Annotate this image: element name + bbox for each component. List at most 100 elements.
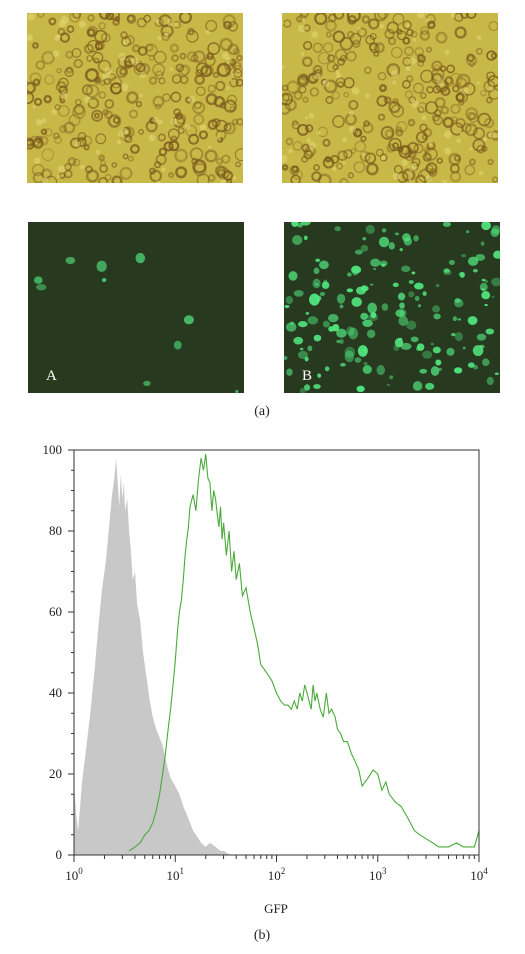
cell [292, 169, 303, 180]
cell [148, 167, 157, 175]
cell [388, 100, 401, 114]
cell [72, 13, 82, 19]
cell-highlight [301, 18, 306, 23]
cell [343, 149, 353, 159]
cell [221, 154, 231, 164]
cell [357, 27, 368, 38]
cell [98, 22, 106, 30]
cell [236, 118, 243, 126]
cell [291, 165, 299, 173]
fluorescent-cell [435, 284, 440, 288]
cell [27, 137, 35, 147]
cell [336, 162, 344, 170]
cell [364, 66, 372, 74]
cell [416, 102, 428, 113]
fluorescent-cell [381, 228, 387, 233]
cell-highlight [342, 137, 348, 143]
cell [365, 35, 375, 45]
cell [339, 36, 354, 51]
cell [234, 64, 243, 74]
cell [428, 168, 438, 177]
fluorescent-cell [309, 293, 320, 306]
cell [374, 13, 387, 22]
fluorescent-cell [399, 309, 407, 318]
cell [407, 118, 416, 127]
cell [205, 19, 218, 32]
cell [135, 62, 146, 73]
cell [333, 13, 345, 20]
cell-highlight [424, 18, 430, 23]
cell [187, 27, 195, 36]
fluorescent-cell [430, 342, 434, 346]
cell-highlight [33, 157, 41, 165]
cell-highlight [436, 78, 445, 86]
fluorescent-cell [491, 225, 500, 235]
cell [155, 103, 161, 110]
cell [346, 13, 361, 23]
cell [297, 73, 309, 85]
cell [379, 153, 388, 162]
cell [282, 93, 290, 102]
fluorescent-cell [300, 222, 311, 226]
fluorescent-cell [398, 315, 409, 327]
cell [95, 133, 107, 145]
cell [186, 30, 199, 43]
fluorescent-cell [285, 322, 297, 332]
cell-highlight [442, 179, 448, 183]
cell [293, 90, 303, 100]
cell-highlight [425, 175, 432, 182]
cell [425, 162, 438, 174]
cell [138, 129, 144, 135]
fluorescent-cell [339, 304, 344, 309]
fluorescent-cell [370, 258, 381, 267]
cell [364, 152, 377, 164]
cell [115, 65, 128, 78]
cell [235, 78, 243, 87]
cell [289, 165, 300, 176]
fluorescent-cell [413, 282, 424, 290]
fluorescent-cell [299, 388, 306, 393]
cell [475, 47, 483, 55]
fluorescent-cell [461, 254, 467, 258]
fluorescent-cell [399, 302, 405, 309]
fluorescent-cell [235, 389, 239, 393]
cell-highlight [106, 73, 111, 79]
y-tick-label: 0 [56, 847, 63, 862]
brightfield-image-b [282, 13, 498, 183]
cell [98, 177, 108, 183]
cell [392, 13, 405, 25]
fluorescent-cell [367, 313, 378, 322]
cell-highlight [60, 92, 68, 100]
fluorescent-cell [366, 329, 376, 339]
cell [282, 102, 291, 115]
cell [282, 164, 289, 171]
cell-highlight [391, 70, 399, 78]
cell-highlight [102, 75, 107, 80]
fluorescent-cell [472, 268, 478, 273]
cell [175, 63, 185, 73]
cell [94, 40, 105, 51]
cell [163, 141, 174, 152]
x-axis-label: GFP [264, 901, 288, 916]
caption-b: (b) [253, 928, 271, 943]
cell [467, 111, 476, 121]
cell [73, 58, 83, 69]
cell [207, 119, 219, 130]
cell-highlight [306, 138, 311, 143]
cell [404, 90, 413, 99]
fluorescent-cell [352, 268, 359, 276]
fluorescent-cell [422, 291, 427, 296]
cell-highlight [476, 81, 480, 85]
fluorescent-cell [360, 244, 369, 252]
cell [236, 54, 243, 62]
cell [402, 79, 411, 89]
cell [491, 176, 498, 183]
cell [217, 169, 226, 178]
cell [449, 163, 460, 174]
cell-highlight [450, 13, 456, 18]
fluorescent-cell [454, 331, 463, 342]
cell [223, 122, 236, 135]
cell-highlight [421, 115, 427, 121]
fluorescent-cell [480, 241, 485, 246]
fluorescent-cell [443, 269, 452, 276]
